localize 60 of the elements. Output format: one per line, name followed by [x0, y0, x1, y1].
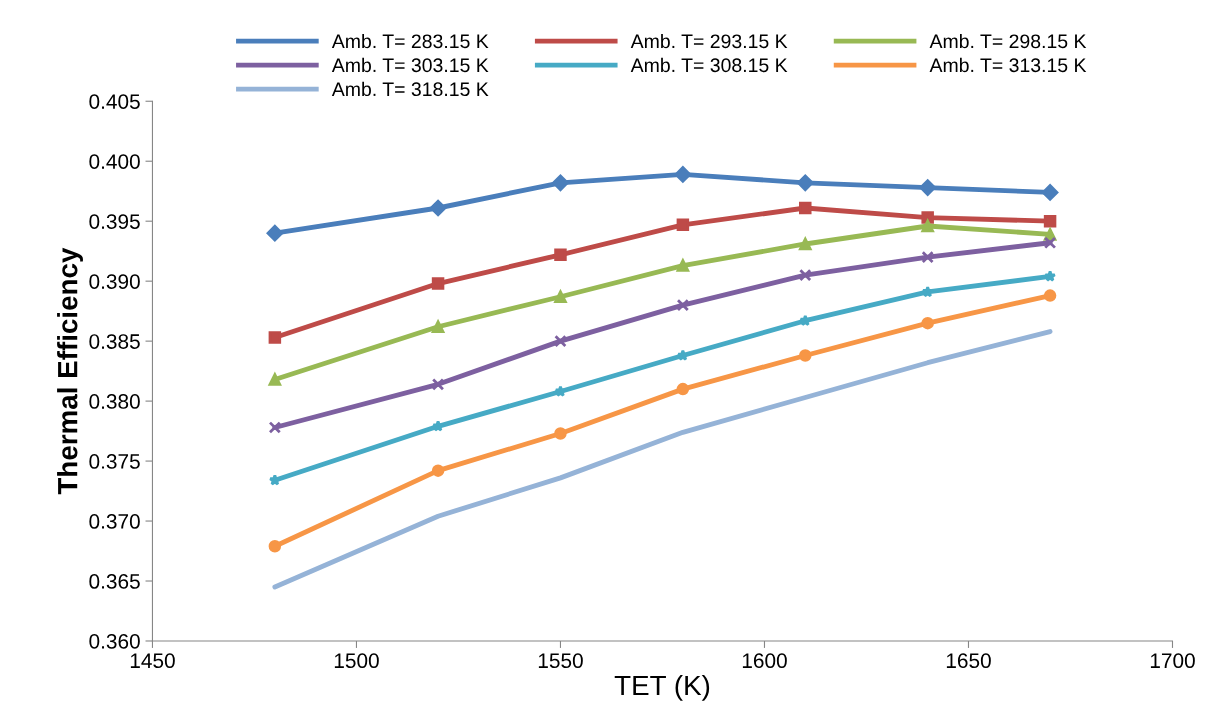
y-tick-label: 0.370 — [89, 514, 140, 529]
legend-label: Amb. T= 298.15 K — [929, 33, 1087, 49]
point — [554, 334, 567, 348]
point — [1043, 236, 1057, 250]
y-tick-label: 0.360 — [89, 633, 140, 649]
point — [554, 290, 567, 303]
point — [674, 166, 692, 183]
y-tick-label: 0.395 — [89, 214, 140, 229]
point — [429, 199, 447, 217]
x-tick-label: 1450 — [130, 653, 175, 669]
point — [799, 268, 812, 282]
point — [554, 248, 567, 262]
point — [431, 378, 445, 391]
x-tick-label: 1700 — [1150, 653, 1195, 669]
point — [921, 250, 934, 264]
y-axis-title: Thermal Efficiency — [57, 247, 83, 495]
point — [268, 331, 282, 344]
legend-label: Amb. T= 313.15 K — [929, 57, 1087, 73]
y-tick-label: 0.385 — [89, 334, 140, 349]
point — [799, 349, 812, 362]
line-series — [272, 329, 1053, 590]
y-tick-label: 0.365 — [89, 574, 140, 589]
legend-label: Amb. T= 303.15 K — [331, 57, 489, 73]
point — [1043, 214, 1057, 228]
legend-label: Amb. T= 318.15 K — [331, 81, 489, 97]
point — [268, 539, 282, 553]
x-tick-label: 1650 — [946, 653, 991, 669]
x-tick-label: 1600 — [742, 653, 787, 669]
point — [431, 464, 445, 477]
x-tick-label: 1500 — [334, 653, 379, 669]
y-tick-label: 0.380 — [89, 394, 140, 409]
y-tick-label: 0.375 — [89, 454, 140, 469]
point — [921, 219, 934, 233]
x-axis-title: TET (K) — [614, 674, 710, 701]
legend-label: Amb. T= 283.15 K — [331, 33, 489, 49]
x-tick-label: 1550 — [538, 653, 583, 669]
y-tick-label: 0.390 — [89, 274, 140, 289]
point — [266, 224, 284, 242]
point — [552, 174, 569, 192]
point — [919, 179, 936, 196]
point — [1044, 270, 1057, 282]
point — [676, 259, 690, 272]
point — [676, 382, 690, 396]
point — [676, 218, 690, 232]
point — [431, 277, 445, 290]
point — [554, 427, 567, 440]
point — [799, 237, 812, 251]
legend-label: Amb. T= 293.15 K — [630, 33, 788, 49]
point — [797, 174, 814, 192]
point — [921, 316, 934, 330]
y-tick-label: 0.405 — [89, 94, 140, 109]
point — [1041, 184, 1059, 201]
y-tick-label: 0.400 — [89, 154, 140, 169]
point — [799, 201, 812, 215]
point — [431, 320, 445, 333]
legend-label: Amb. T= 308.15 K — [630, 57, 788, 73]
point — [1043, 289, 1057, 302]
point — [268, 421, 282, 434]
point — [268, 373, 282, 386]
point — [676, 298, 690, 312]
